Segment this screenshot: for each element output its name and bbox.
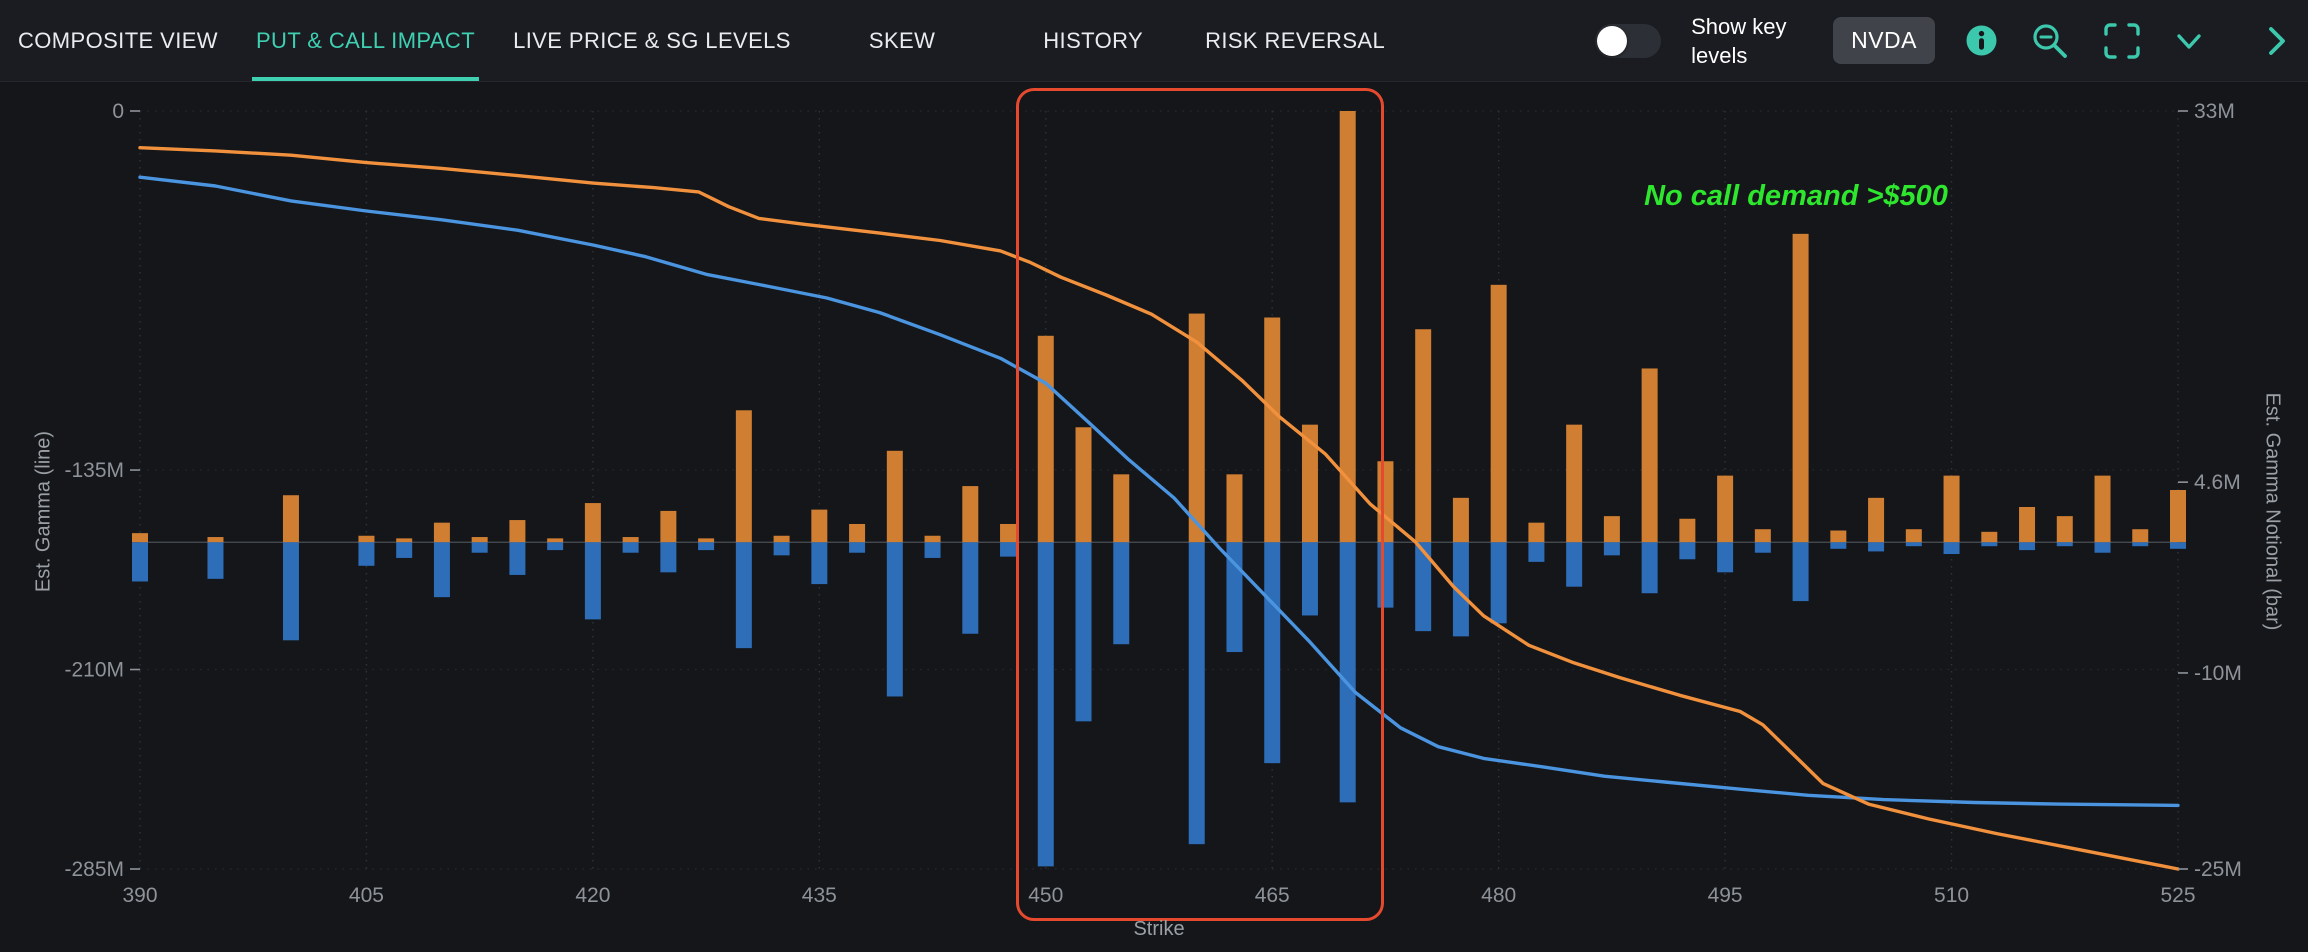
gridlines	[139, 110, 2179, 870]
svg-text:-135M: -135M	[64, 459, 124, 482]
svg-text:4.6M: 4.6M	[2194, 471, 2241, 494]
right-axis-ticks: 33M 4.6M -10M -25M	[2178, 100, 2242, 881]
fullscreen-icon[interactable]	[2102, 21, 2142, 61]
put-gamma-line	[138, 175, 2180, 808]
chart-tabs: COMPOSITE VIEW PUT & CALL IMPACT LIVE PR…	[14, 0, 1419, 81]
svg-text:465: 465	[1255, 884, 1290, 907]
top-navigation-bar: COMPOSITE VIEW PUT & CALL IMPACT LIVE PR…	[0, 0, 2308, 82]
svg-text:435: 435	[802, 884, 837, 907]
left-axis-ticks: 0 -135M -210M -285M	[64, 100, 140, 881]
svg-text:390: 390	[122, 884, 157, 907]
chart-area: 390 405 420 435 450 465 480 495 510 525 0 -135M -210…	[0, 82, 2308, 952]
tab-history[interactable]: HISTORY	[1043, 27, 1144, 53]
chevron-right-icon[interactable]	[2262, 23, 2292, 59]
toggle-knob	[1597, 25, 1628, 56]
svg-text:480: 480	[1481, 884, 1516, 907]
svg-text:405: 405	[349, 884, 384, 907]
chevron-down-icon[interactable]	[2172, 24, 2206, 58]
call-gamma-line	[138, 145, 2180, 871]
gamma-chart-canvas[interactable]: 390 405 420 435 450 465 480 495 510 525 0 -135M -210…	[0, 82, 2308, 952]
ticker-button[interactable]: NVDA	[1833, 17, 1935, 64]
tab-skew[interactable]: SKEW	[868, 27, 936, 53]
tab-put-call-impact[interactable]: PUT & CALL IMPACT	[251, 0, 480, 81]
put-bars	[132, 542, 2186, 867]
show-key-levels-toggle[interactable]	[1595, 23, 1662, 58]
svg-text:-285M: -285M	[64, 858, 124, 881]
svg-text:33M: 33M	[2194, 100, 2235, 123]
info-icon[interactable]	[1965, 24, 1998, 57]
header-controls: Show key levels NVDA	[1595, 0, 2308, 81]
svg-text:0: 0	[112, 100, 124, 123]
svg-text:420: 420	[575, 884, 610, 907]
x-tick-labels: 390 405 420 435 450 465 480 495 510 525	[122, 884, 2195, 907]
call-bars	[132, 111, 2186, 543]
svg-text:525: 525	[2160, 884, 2195, 907]
svg-text:-25M: -25M	[2194, 858, 2242, 881]
tab-risk-reversal[interactable]: RISK REVERSAL	[1205, 27, 1386, 53]
tab-live-price-sg-levels[interactable]: LIVE PRICE & SG LEVELS	[513, 27, 791, 53]
zoom-out-icon[interactable]	[2028, 19, 2072, 63]
svg-text:495: 495	[1708, 884, 1743, 907]
svg-text:-10M: -10M	[2194, 662, 2242, 685]
svg-text:450: 450	[1028, 884, 1063, 907]
svg-text:510: 510	[1934, 884, 1969, 907]
svg-text:-210M: -210M	[64, 659, 124, 682]
tab-composite-view[interactable]: COMPOSITE VIEW	[18, 27, 218, 53]
toggle-label: Show key levels	[1691, 13, 1787, 68]
